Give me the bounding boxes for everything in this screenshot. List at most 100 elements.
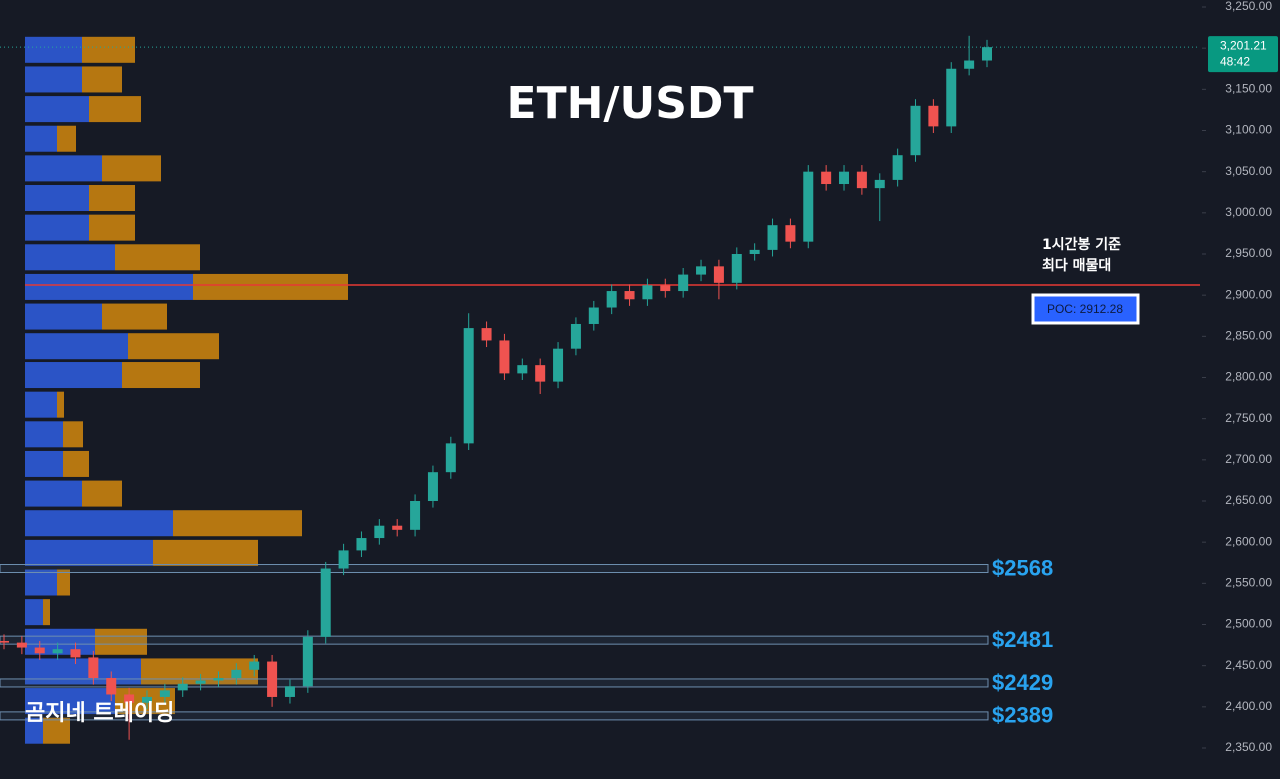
profile-buy [25, 155, 102, 182]
candle-body [0, 640, 9, 643]
candle-body [231, 669, 242, 679]
profile-buy [25, 391, 57, 418]
y-tick-label: 3,250.00 [1225, 0, 1272, 13]
candle-body [356, 538, 367, 551]
candle-body [70, 649, 81, 658]
annotation: 최다 매물대 [1042, 258, 1111, 274]
profile-sell [57, 391, 64, 418]
candle-body [553, 348, 564, 382]
profile-sell [153, 539, 258, 566]
last-price-label: 3,201.21 [1220, 38, 1267, 52]
candle-body [517, 365, 528, 374]
candle-body [124, 694, 135, 703]
profile-buy [25, 273, 193, 300]
candle-body [88, 657, 99, 679]
profile-sell [82, 36, 135, 63]
candle-body [678, 274, 689, 292]
profile-buy [25, 599, 43, 626]
y-tick-label: 2,900.00 [1225, 287, 1272, 301]
y-tick-label: 3,000.00 [1225, 205, 1272, 219]
profile-sell [122, 362, 200, 389]
candle-body [16, 642, 27, 648]
profile-sell [82, 480, 122, 507]
profile-sell [193, 273, 348, 300]
level-label: $2481 [992, 627, 1053, 652]
level-label: $2429 [992, 670, 1053, 695]
y-tick-label: 3,150.00 [1225, 82, 1272, 96]
profile-buy [25, 450, 63, 477]
profile-buy [25, 185, 89, 212]
y-tick-label: 2,500.00 [1225, 617, 1272, 631]
candle-body [803, 171, 814, 242]
candle-body [892, 155, 903, 180]
profile-sell [102, 303, 167, 330]
profile-sell [89, 185, 135, 212]
profile-sell [43, 717, 70, 744]
y-tick-label: 2,550.00 [1225, 576, 1272, 590]
profile-sell [173, 510, 302, 537]
candle-body [195, 680, 206, 684]
candle-body [696, 266, 707, 275]
profile-buy [25, 303, 102, 330]
candle-body [141, 696, 152, 703]
y-tick-label: 2,400.00 [1225, 699, 1272, 713]
profile-buy [25, 214, 89, 241]
candle-body [445, 443, 456, 473]
candle-body [338, 550, 349, 569]
level-box [0, 635, 989, 645]
profile-sell [95, 628, 147, 655]
profile-sell [63, 450, 89, 477]
candle-body [570, 323, 581, 349]
annotation: 1시간봉 기준 [1042, 236, 1121, 253]
profile-sell [89, 214, 135, 241]
profile-buy [25, 658, 141, 685]
candle-body [267, 661, 278, 697]
candle-body [910, 105, 921, 156]
profile-buy [25, 36, 82, 63]
candle-body [642, 285, 653, 300]
y-tick-label: 2,350.00 [1225, 740, 1272, 754]
y-tick-label: 2,700.00 [1225, 452, 1272, 466]
candle-body [159, 690, 170, 697]
candle-body [982, 47, 992, 61]
profile-buy [25, 539, 153, 566]
profile-sell [102, 155, 161, 182]
candle-body [284, 686, 295, 697]
candle-body [52, 649, 63, 654]
profile-buy [25, 688, 115, 715]
profile-sell [89, 96, 141, 123]
watermark: 곰지네 트레이딩 [25, 701, 174, 726]
profile-buy [25, 362, 122, 389]
profile-buy [25, 569, 57, 596]
y-tick-label: 3,100.00 [1225, 123, 1272, 137]
level-box [0, 564, 989, 574]
chart-title: ETH/USDT [507, 78, 754, 129]
candle-body [713, 266, 724, 283]
poc-label-box [1031, 293, 1140, 325]
profile-buy [25, 717, 43, 744]
profile-buy [25, 510, 173, 537]
level-label: $2389 [992, 703, 1053, 728]
candle-body [821, 171, 832, 185]
y-tick-label: 2,750.00 [1225, 411, 1272, 425]
y-tick-label: 2,450.00 [1225, 658, 1272, 672]
candle-body [874, 179, 885, 189]
poc-label: POC: 2912.28 [1047, 302, 1123, 316]
candle-body [410, 501, 421, 530]
y-tick-label: 2,600.00 [1225, 534, 1272, 548]
candle-body [856, 171, 867, 189]
candle-body [374, 525, 385, 539]
candle-body [177, 683, 188, 691]
candle-body [767, 225, 778, 250]
profile-sell [43, 599, 50, 626]
profile-sell [57, 569, 70, 596]
y-tick-label: 2,650.00 [1225, 493, 1272, 507]
y-tick-label: 3,050.00 [1225, 164, 1272, 178]
candle-body [249, 661, 260, 670]
candle-body [624, 291, 635, 300]
profile-sell [63, 421, 83, 448]
